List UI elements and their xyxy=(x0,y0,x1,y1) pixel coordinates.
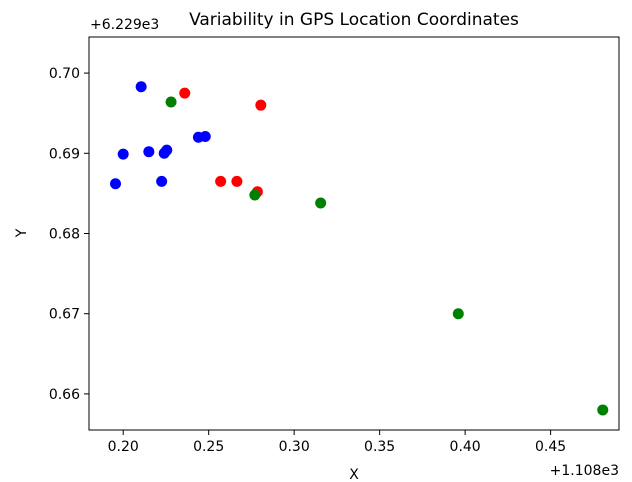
x-axis-label: X xyxy=(349,467,359,482)
y-axis-ticks: 0.66 0.67 0.68 0.69 0.70 xyxy=(49,66,89,403)
y-axis-label: Y xyxy=(14,228,30,238)
data-point xyxy=(143,146,155,158)
data-point xyxy=(156,175,168,187)
x-offset-label: +1.108e3 xyxy=(550,463,619,479)
plot-area xyxy=(88,36,620,431)
data-point xyxy=(597,404,609,416)
x-axis-ticks: 0.20 0.25 0.30 0.35 0.40 0.45 xyxy=(108,430,566,455)
data-point xyxy=(199,130,211,142)
data-point xyxy=(452,308,464,320)
y-tick-label: 0.68 xyxy=(49,227,80,243)
x-tick-label: 0.45 xyxy=(535,439,566,455)
data-point xyxy=(135,81,147,93)
x-tick-label: 0.25 xyxy=(193,439,224,455)
data-points xyxy=(110,81,609,416)
data-point xyxy=(165,96,177,108)
y-tick-label: 0.66 xyxy=(49,387,80,403)
chart-title: Variability in GPS Location Coordinates xyxy=(189,10,519,30)
data-point xyxy=(215,175,227,187)
x-tick-label: 0.40 xyxy=(450,439,481,455)
x-tick-label: 0.30 xyxy=(279,439,310,455)
x-tick-label: 0.35 xyxy=(364,439,395,455)
data-point xyxy=(255,99,267,111)
y-offset-label: +6.229e3 xyxy=(90,17,159,33)
y-tick-label: 0.70 xyxy=(49,66,80,82)
data-point xyxy=(161,144,173,156)
y-tick-label: 0.67 xyxy=(49,307,80,323)
data-point xyxy=(315,197,327,209)
data-point xyxy=(231,175,243,187)
data-point xyxy=(179,87,191,99)
y-tick-label: 0.69 xyxy=(49,146,80,162)
x-tick-label: 0.20 xyxy=(108,439,139,455)
data-point xyxy=(110,178,121,190)
data-point xyxy=(117,148,129,160)
data-point xyxy=(249,189,261,201)
